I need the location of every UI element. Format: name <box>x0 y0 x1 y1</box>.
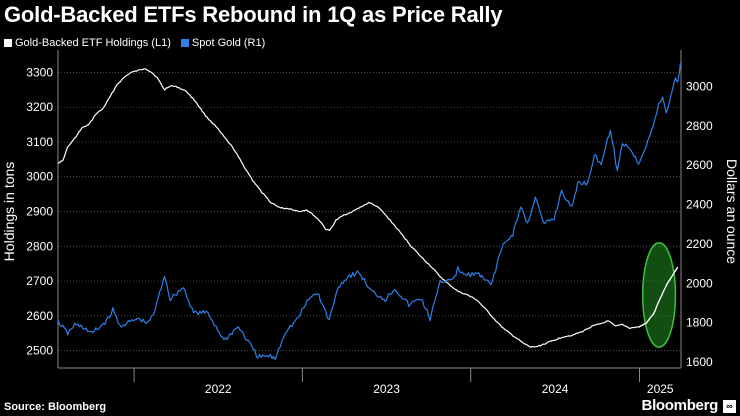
y-left-tick-label: 3100 <box>26 135 53 149</box>
x-tick-label: 2024 <box>542 382 569 396</box>
legend-swatch-etf <box>4 39 12 47</box>
y-right-tick-label: 2400 <box>686 198 713 212</box>
y-left-tick-label: 2700 <box>26 274 53 288</box>
y-right-tick-label: 2600 <box>686 158 713 172</box>
y-left-tick-label: 3000 <box>26 170 53 184</box>
bloomberg-icon: ∞ <box>723 400 736 413</box>
legend-label-etf: Gold-Backed ETF Holdings (L1) <box>15 37 171 49</box>
legend: Gold-Backed ETF Holdings (L1) Spot Gold … <box>4 37 265 49</box>
y-left-tick-label: 2500 <box>26 344 53 358</box>
y-right-tick-label: 3000 <box>686 79 713 93</box>
legend-swatch-gold <box>180 39 189 47</box>
legend-item-etf-holdings: Gold-Backed ETF Holdings (L1) <box>4 37 171 49</box>
y-left-tick-label: 2900 <box>26 205 53 219</box>
x-tick-label: 2023 <box>373 382 400 396</box>
highlight-ellipse <box>641 242 677 348</box>
y-right-tick-label: 1600 <box>686 355 713 369</box>
x-tick-label: 2025 <box>647 382 674 396</box>
y-left-axis-label: Holdings in tons <box>1 162 17 262</box>
series-line-etf-holdings-highlight <box>638 266 679 328</box>
legend-item-spot-gold: Spot Gold (R1) <box>180 37 266 49</box>
legend-label-gold: Spot Gold (R1) <box>191 37 266 49</box>
chart-title: Gold-Backed ETFs Rebound in 1Q as Price … <box>4 2 503 27</box>
y-right-tick-label: 1800 <box>686 316 713 330</box>
y-left-tick-label: 3300 <box>26 65 53 79</box>
y-left-tick-label: 2800 <box>26 239 53 253</box>
y-left-tick-label: 3200 <box>26 100 53 114</box>
series-line-spot-gold <box>57 62 682 361</box>
x-tick-label: 2022 <box>205 382 232 396</box>
y-left-tick-label: 2600 <box>26 309 53 323</box>
series-line-etf-holdings <box>57 68 679 348</box>
source-note: Source: Bloomberg <box>4 401 107 413</box>
y-right-tick-label: 2800 <box>686 119 713 133</box>
brand-logo: Bloomberg <box>641 397 719 414</box>
y-right-tick-label: 2200 <box>686 237 713 251</box>
y-right-axis-label: Dollars an ounce <box>724 159 740 264</box>
y-right-tick-label: 2000 <box>686 276 713 290</box>
